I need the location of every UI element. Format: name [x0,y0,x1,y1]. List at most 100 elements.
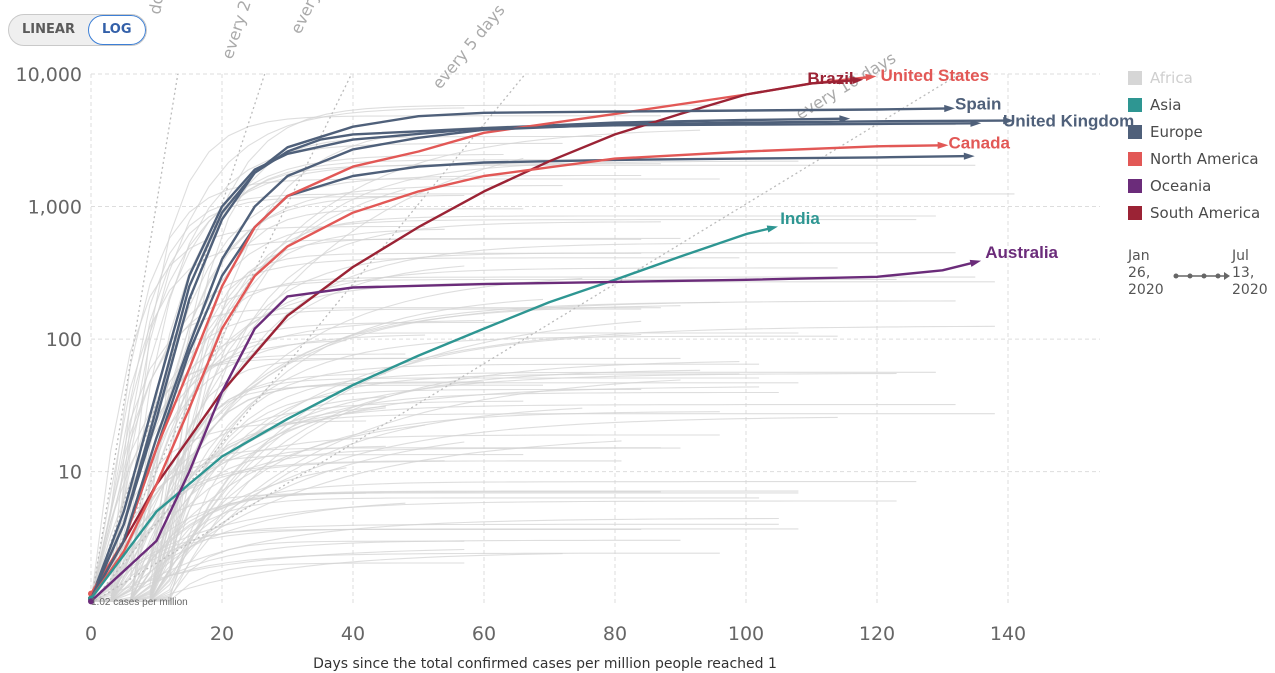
background-line [91,267,838,602]
background-line [91,320,642,602]
background-line [91,185,563,602]
x-tick-label: 100 [728,623,764,645]
india-label: India [780,209,820,228]
log-scale-button[interactable]: LOG [87,15,146,45]
background-line [90,353,406,602]
legend-item-africa[interactable]: Africa [1128,64,1260,91]
background-line [91,160,799,602]
background-line [91,115,661,602]
europe-series-line [89,117,845,600]
united-states-label: United States [880,66,989,85]
timeline-arrow-icon[interactable] [1173,270,1231,282]
australia-label: Australia [985,243,1058,262]
series-arrowhead [1003,117,1014,125]
y-tick-label: 10 [58,462,82,484]
united-kingdom-series-line [89,119,1009,600]
background-line [91,562,465,602]
doubling-label: every 3 days [287,0,350,37]
united-states-series-line [89,75,871,595]
legend-label: Asia [1150,95,1182,114]
doubling-line [90,73,353,604]
background-line [90,460,445,602]
legend-item-europe[interactable]: Europe [1128,118,1260,145]
series-arrowhead [969,259,982,267]
background-line [91,104,720,602]
spain-series-line [89,107,950,600]
legend-label: South America [1150,203,1261,222]
y-tick-label: 10,000 [16,64,82,86]
x-axis-label: Days since the total confirmed cases per… [313,656,777,672]
background-line [91,497,760,602]
legend-label: Oceania [1150,176,1212,195]
scale-toggle[interactable]: LINEAR LOG [8,14,147,46]
canada-series-line [90,144,943,600]
legend-item-south-america[interactable]: South America [1128,199,1260,226]
background-line [91,221,661,602]
timeline-start-date: Jan 26, 2020 [1128,248,1164,298]
series-arrowhead [865,73,877,81]
background-line [91,382,799,602]
background-line [91,553,563,602]
x-tick-label: 60 [472,623,496,645]
legend-swatch [1128,70,1142,85]
background-line [91,129,701,602]
chart-grid [90,73,1100,603]
background-line [91,195,426,602]
y-tick-label: 100 [46,329,82,351]
background-line [91,242,877,602]
series-arrowhead [852,76,864,84]
legend-label: Europe [1150,122,1203,141]
background-line [91,517,779,602]
chart-axes: 10 100 1,000 10,000 0 20 40 60 80 100 120 140 [16,64,1027,645]
legend-item-asia[interactable]: Asia [1128,91,1260,118]
united-kingdom-label: United Kingdom [1003,112,1134,131]
x-tick-label: 140 [990,623,1026,645]
y-tick-label: 1,000 [28,197,82,219]
legend-item-oceania[interactable]: Oceania [1128,172,1260,199]
india-series-line [90,226,773,600]
background-line [90,372,897,602]
doubling-line [90,73,179,604]
background-line [90,188,406,602]
background-line [90,300,956,602]
x-tick-label: 40 [341,623,365,645]
background-line [91,447,661,602]
background-line [91,357,681,602]
background-line [90,178,720,602]
background-line [91,539,681,602]
background-line [90,153,504,602]
background-line [91,416,838,602]
x-tick-label: 20 [210,623,234,645]
background-line [91,413,995,602]
background-line [90,404,956,602]
legend-swatch [1128,178,1142,193]
doubling-label: doubling every day [145,0,189,16]
background-line [91,481,917,602]
background-line [91,502,406,602]
background-line [91,335,838,602]
x-tick-label: 120 [859,623,895,645]
background-line [90,193,1015,602]
spain-label: Spain [955,94,1001,113]
canada-label: Canada [949,133,1011,152]
background-line [91,391,779,602]
background-line [90,357,426,602]
background-line [90,107,465,602]
linear-scale-button[interactable]: LINEAR [22,22,75,37]
background-line [91,252,956,602]
timeline-end-date: Jul 13, 2020 [1232,248,1268,298]
legend-item-north-america[interactable]: North America [1128,145,1260,172]
doubling-label: every 2 days [218,0,268,61]
background-line [91,491,661,602]
background-line [91,552,720,602]
background-line [91,371,936,602]
x-tick-label: 80 [603,623,627,645]
legend-swatch [1128,205,1142,220]
series-start-dot [88,598,94,605]
series-arrowhead [963,152,975,160]
europe-series-line [89,122,976,600]
timeline-control[interactable]: Jan 26, 2020 Jul 13, 2020 [1128,248,1275,308]
legend-swatch [1128,151,1142,166]
